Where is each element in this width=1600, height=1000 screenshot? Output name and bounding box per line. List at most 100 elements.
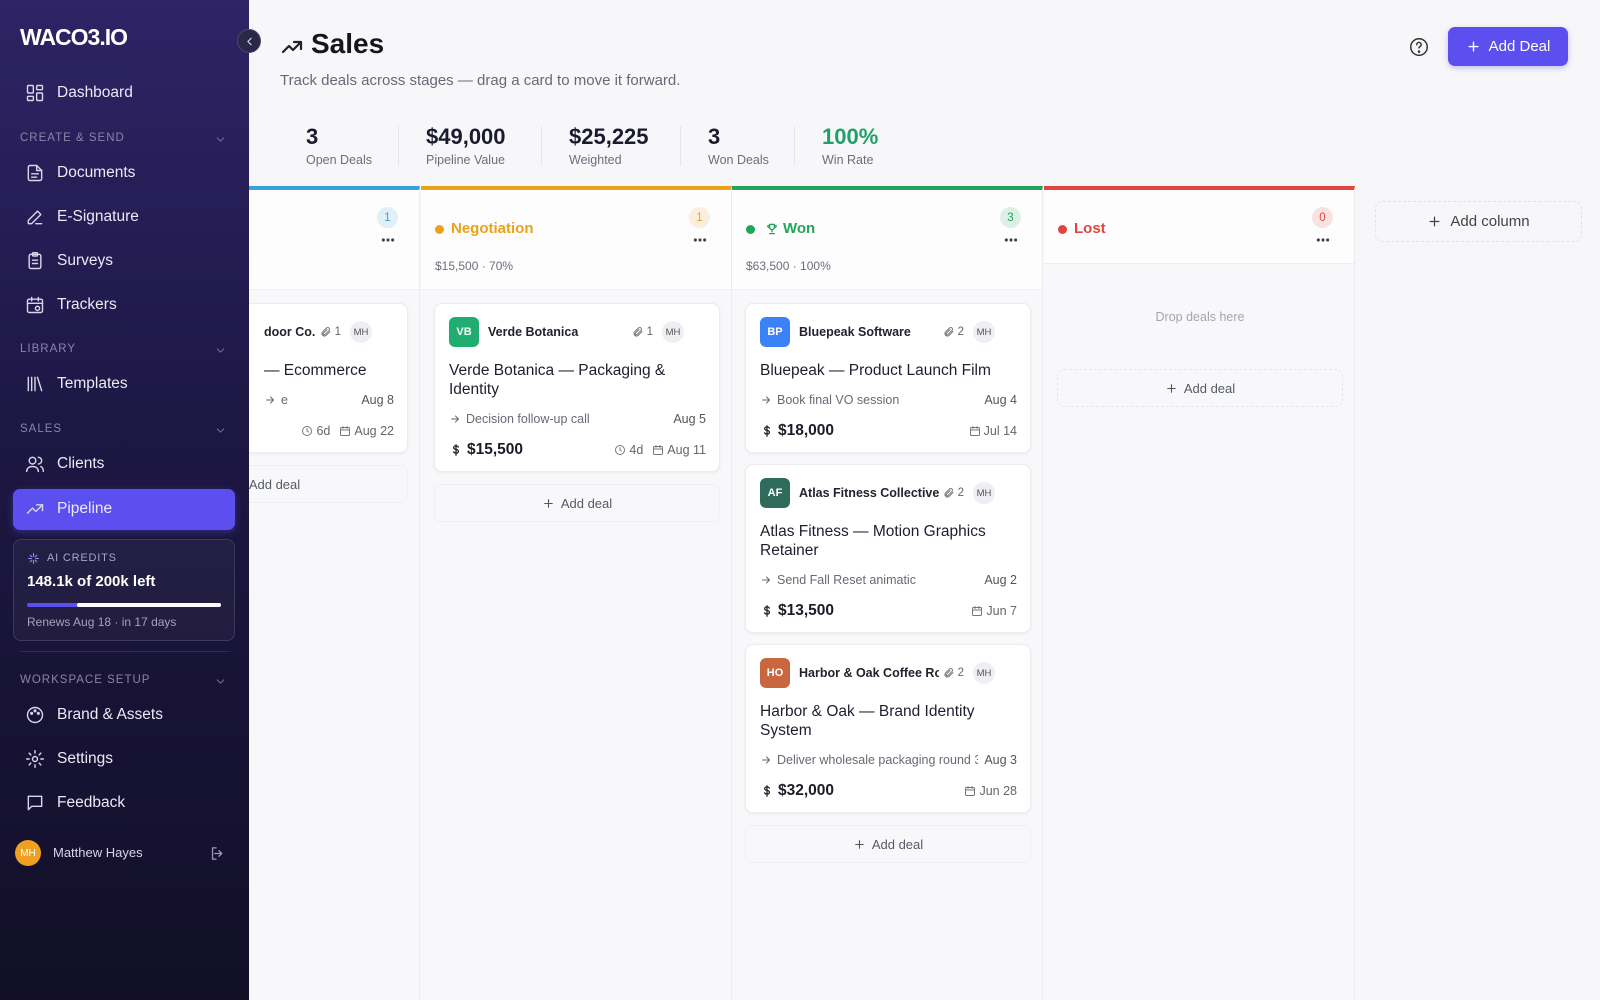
- icon-shape: [703, 238, 707, 242]
- add-deal-row[interactable]: Add deal: [434, 484, 720, 522]
- icon-shape: [26, 504, 44, 514]
- nav-item[interactable]: Settings: [13, 739, 235, 780]
- next-step: e: [281, 392, 288, 407]
- deal-amount: $32,000: [778, 781, 835, 799]
- icon-shape: [27, 376, 43, 392]
- icon-shape: [451, 415, 459, 422]
- icon-shape: [965, 785, 976, 796]
- deal-card[interactable]: AF Atlas Fitness Collective 2 MH Atlas Fitne…: [745, 464, 1031, 633]
- icon-shape: [216, 137, 225, 142]
- card-list: BP Bluepeak Software 2 MH Bluepeak — Product…: [745, 303, 1031, 863]
- icon-shape: [26, 95, 35, 102]
- owner-avatar: MH: [973, 662, 995, 684]
- nav-item[interactable]: Documents: [13, 153, 235, 194]
- nav-item[interactable]: Surveys: [13, 241, 235, 282]
- nav-item[interactable]: Templates: [13, 364, 235, 405]
- icon: [760, 424, 774, 438]
- add-deal-row[interactable]: Add deal: [1057, 369, 1343, 407]
- nav-item[interactable]: Clients: [13, 444, 235, 485]
- icon-shape: [28, 251, 42, 270]
- icon: [760, 754, 772, 766]
- icon-shape: [37, 456, 45, 473]
- nav-item[interactable]: Dashboard: [13, 73, 235, 114]
- nav-label: E-Signature: [57, 208, 139, 225]
- icon: [27, 552, 40, 565]
- icon-shape: [28, 553, 39, 564]
- icon-shape: [1316, 238, 1330, 242]
- due-date: Aug 8: [361, 392, 394, 407]
- nav-label: Feedback: [57, 794, 126, 811]
- stat-divider: [794, 126, 795, 166]
- icon: [25, 374, 45, 394]
- stat-value: $25,225: [569, 124, 649, 149]
- icon-shape: [25, 465, 40, 473]
- add-deal-label: Add Deal: [1488, 38, 1551, 55]
- icon: [760, 784, 774, 798]
- icon-shape: [762, 576, 770, 583]
- nav-label: Trackers: [57, 296, 117, 313]
- nav-item[interactable]: Trackers: [13, 285, 235, 326]
- icon-shape: [543, 498, 553, 508]
- icon-shape: [321, 327, 331, 337]
- section-title: CREATE & SEND: [20, 132, 125, 144]
- icon-shape: [31, 251, 39, 257]
- attachment-count: 2: [957, 667, 964, 679]
- collapse-button[interactable]: [237, 29, 261, 53]
- icon-shape: [35, 84, 44, 91]
- owner-avatar: MH: [973, 482, 995, 504]
- icon-shape: [693, 238, 697, 242]
- icon: [760, 394, 772, 406]
- add-column-button[interactable]: Add column: [1375, 201, 1582, 242]
- icon: [25, 793, 45, 813]
- close-date: Jun 7: [986, 603, 1017, 618]
- icon-shape: [944, 488, 954, 498]
- add-deal-text: Add deal: [1183, 380, 1236, 396]
- deal-card[interactable]: HO Harbor & Oak Coffee Roasters 2 MH Harbor …: [745, 644, 1031, 813]
- icon-shape: [653, 444, 664, 455]
- icon-shape: [26, 298, 44, 314]
- kanban-column: Won 3 $63,500 · 100% BP Bluepeak Software 2 MH…: [732, 186, 1043, 1000]
- company-name: Verde Botanica: [488, 325, 579, 339]
- icon-shape: [1166, 383, 1176, 393]
- icon-shape: [619, 446, 623, 451]
- deal-title: Atlas Fitness — Motion Graphics Retainer: [760, 523, 986, 559]
- nav-item[interactable]: Brand & Assets: [13, 695, 235, 736]
- icon-shape: [26, 706, 44, 724]
- column-header: Lost 0: [1044, 190, 1354, 264]
- icon-shape: [340, 426, 351, 436]
- icon-shape: [767, 223, 777, 235]
- next-step-row: e Aug 8: [137, 392, 394, 407]
- icon-shape: [944, 668, 954, 678]
- page-title: Sales: [311, 28, 385, 59]
- company-avatar: HO: [760, 658, 790, 688]
- icon-shape: [216, 348, 225, 353]
- icon: [652, 444, 664, 456]
- add-deal-row[interactable]: Add deal: [745, 825, 1031, 863]
- next-step-row: Deliver wholesale packaging round 3 Aug 3: [760, 752, 1017, 767]
- nav-item[interactable]: E-Signature: [13, 197, 235, 238]
- add-deal-button[interactable]: Add Deal: [1448, 27, 1568, 66]
- deal-age: 4d: [629, 442, 644, 457]
- icon: [969, 425, 981, 437]
- sidebar-divider: [20, 651, 231, 652]
- nav-item[interactable]: Pipeline: [13, 489, 235, 530]
- empty-message: Drop deals here: [1155, 310, 1245, 324]
- stat-divider: [680, 126, 681, 166]
- nav-item[interactable]: Feedback: [13, 783, 235, 824]
- icon-shape: [1429, 216, 1440, 227]
- icon-shape: [698, 238, 702, 242]
- icon-shape: [653, 444, 664, 449]
- deal-card[interactable]: VB Verde Botanica 1 MH Verde Botanica — Pack…: [434, 303, 720, 472]
- ai-credits-label: AI CREDITS: [47, 552, 117, 564]
- stage-count: 0: [1312, 207, 1333, 228]
- nav-label: Brand & Assets: [57, 706, 163, 723]
- icon: [943, 667, 955, 679]
- section-title: LIBRARY: [20, 343, 77, 355]
- icon-shape: [266, 396, 274, 403]
- icon-shape: [216, 428, 225, 433]
- icon-shape: [944, 668, 954, 678]
- add-deal-text: Add deal: [560, 495, 613, 511]
- icon: [214, 424, 227, 437]
- icon-shape: [340, 425, 351, 436]
- deal-card[interactable]: BP Bluepeak Software 2 MH Bluepeak — Product…: [745, 303, 1031, 453]
